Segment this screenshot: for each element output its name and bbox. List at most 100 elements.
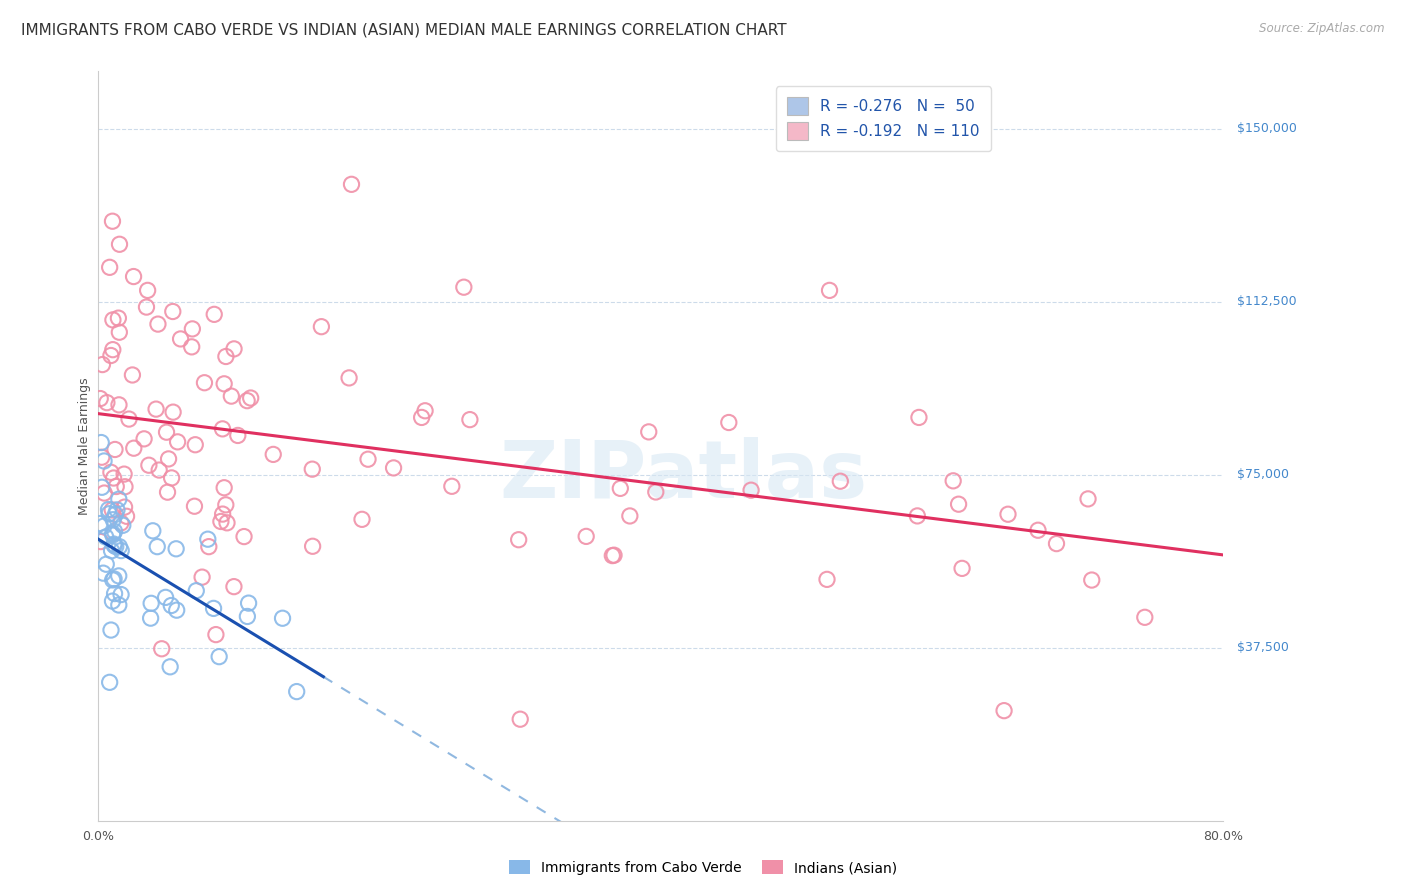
Point: [603, 548, 626, 562]
Point: [350, 512, 373, 526]
Point: [139, 611, 162, 625]
Point: [908, 410, 931, 425]
Point: [815, 573, 838, 587]
Point: [211, 422, 233, 436]
Point: [135, 300, 157, 314]
Legend: Immigrants from Cabo Verde, Indians (Asian): Immigrants from Cabo Verde, Indians (Asi…: [503, 855, 903, 880]
Point: [215, 516, 238, 530]
Point: [108, 598, 131, 612]
Point: [205, 627, 228, 641]
Point: [215, 350, 238, 364]
Point: [181, 322, 204, 336]
Point: [301, 462, 323, 476]
Point: [100, 349, 122, 363]
Point: [141, 596, 163, 610]
Point: [148, 463, 170, 477]
Point: [285, 684, 308, 698]
Point: [271, 611, 294, 625]
Point: [114, 480, 136, 494]
Point: [110, 588, 132, 602]
Point: [114, 500, 136, 515]
Point: [575, 529, 598, 543]
Point: [644, 485, 666, 500]
Point: [150, 641, 173, 656]
Point: [94, 530, 117, 544]
Point: [169, 332, 191, 346]
Text: ZIPatlas: ZIPatlas: [499, 437, 868, 515]
Point: [239, 391, 262, 405]
Point: [238, 596, 260, 610]
Point: [411, 410, 433, 425]
Point: [112, 467, 135, 482]
Point: [905, 508, 928, 523]
Point: [440, 479, 463, 493]
Point: [948, 497, 970, 511]
Point: [104, 508, 127, 522]
Point: [202, 307, 225, 321]
Point: [222, 342, 245, 356]
Point: [101, 214, 124, 228]
Point: [103, 524, 125, 539]
Point: [132, 432, 155, 446]
Point: [97, 502, 120, 516]
Point: [101, 526, 124, 541]
Point: [166, 434, 188, 449]
Point: [90, 534, 112, 549]
Point: [146, 540, 169, 554]
Point: [212, 481, 235, 495]
Point: [91, 358, 114, 372]
Point: [104, 442, 127, 457]
Point: [609, 482, 631, 496]
Point: [93, 454, 115, 468]
Point: [186, 583, 208, 598]
Point: [184, 438, 207, 452]
Point: [100, 623, 122, 637]
Point: [110, 543, 132, 558]
Point: [183, 500, 205, 514]
Point: [157, 451, 180, 466]
Point: [90, 480, 112, 494]
Point: [1045, 536, 1067, 550]
Point: [162, 304, 184, 318]
Point: [160, 471, 183, 485]
Point: [103, 471, 125, 485]
Point: [301, 539, 323, 553]
Point: [382, 461, 405, 475]
Point: [509, 712, 531, 726]
Point: [121, 368, 143, 382]
Point: [202, 601, 225, 615]
Point: [619, 508, 641, 523]
Point: [108, 237, 131, 252]
Point: [100, 543, 122, 558]
Point: [103, 586, 125, 600]
Point: [602, 549, 624, 563]
Point: [212, 376, 235, 391]
Point: [221, 389, 243, 403]
Point: [146, 317, 169, 331]
Point: [101, 503, 124, 517]
Point: [104, 540, 127, 554]
Point: [107, 569, 129, 583]
Point: [110, 516, 132, 530]
Point: [162, 405, 184, 419]
Point: [103, 537, 125, 551]
Point: [90, 435, 112, 450]
Point: [180, 340, 202, 354]
Text: IMMIGRANTS FROM CABO VERDE VS INDIAN (ASIAN) MEDIAN MALE EARNINGS CORRELATION CH: IMMIGRANTS FROM CABO VERDE VS INDIAN (AS…: [21, 22, 787, 37]
Point: [107, 311, 129, 326]
Point: [236, 393, 259, 408]
Y-axis label: Median Male Earnings: Median Male Earnings: [79, 377, 91, 515]
Point: [156, 485, 179, 500]
Point: [103, 539, 125, 553]
Point: [1133, 610, 1156, 624]
Legend: R = -0.276   N =  50, R = -0.192   N = 110: R = -0.276 N = 50, R = -0.192 N = 110: [776, 87, 991, 151]
Point: [818, 284, 841, 298]
Point: [357, 452, 380, 467]
Point: [198, 540, 221, 554]
Point: [166, 603, 188, 617]
Point: [262, 447, 284, 461]
Point: [98, 675, 121, 690]
Point: [138, 458, 160, 473]
Point: [89, 516, 111, 531]
Point: [101, 343, 124, 357]
